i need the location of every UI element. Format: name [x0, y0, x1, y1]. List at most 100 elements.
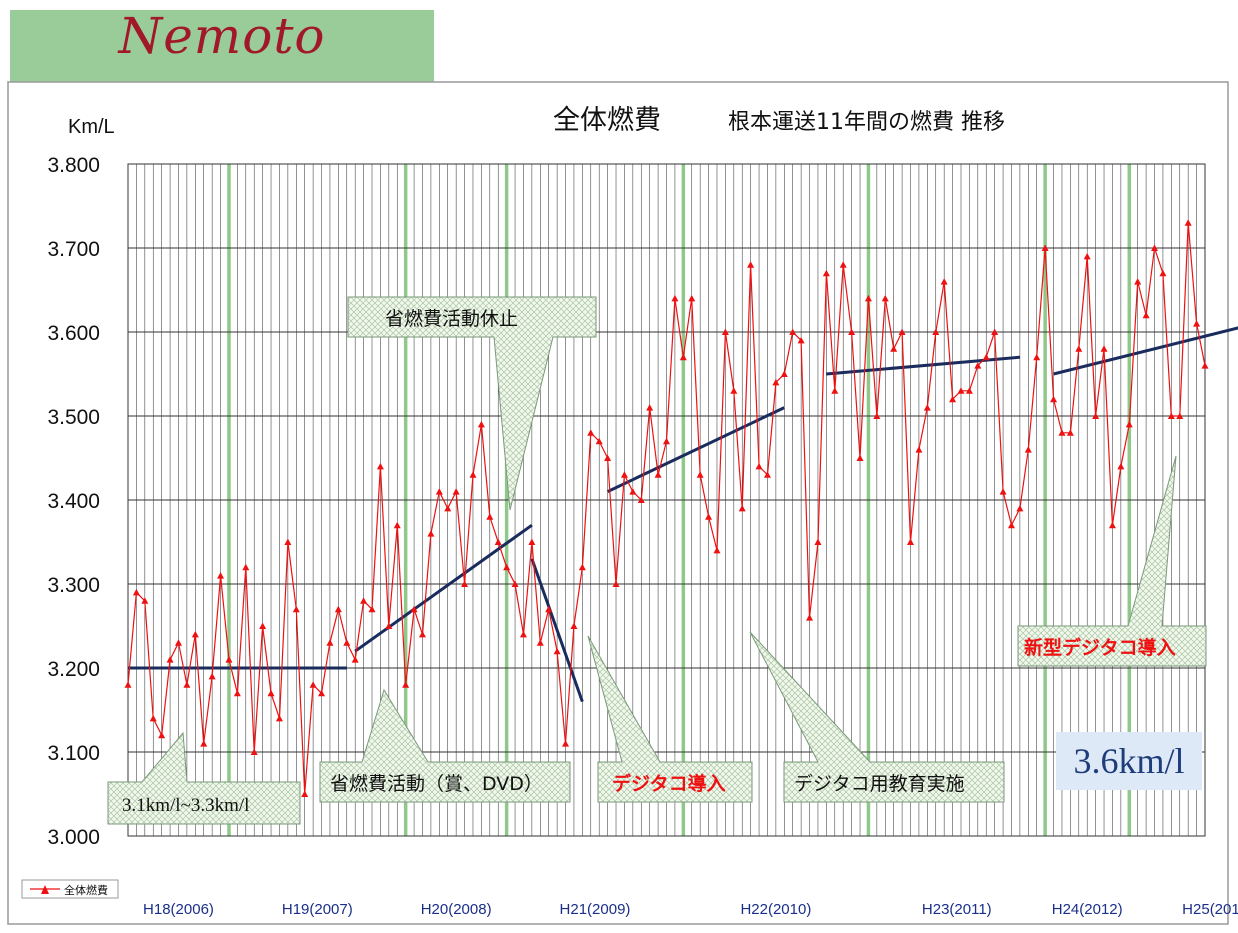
- callout-pause-text: 省燃費活動休止: [385, 308, 518, 330]
- callout-range-text: 3.1km/l~3.3km/l: [122, 795, 249, 816]
- data-point: [839, 261, 847, 268]
- data-point: [991, 328, 999, 335]
- data-point: [393, 521, 401, 529]
- data-point: [982, 353, 990, 361]
- chart-border: [7, 81, 1229, 925]
- data-point: [1176, 412, 1184, 419]
- data-point: [309, 681, 317, 688]
- data-point: [999, 488, 1007, 495]
- data-point: [1108, 521, 1116, 529]
- data-point: [1041, 244, 1049, 251]
- data-point: [890, 345, 898, 352]
- legend-label: 全体燃費: [64, 883, 108, 897]
- data-point: [738, 504, 746, 512]
- data-point: [360, 597, 368, 604]
- data-point: [503, 563, 511, 571]
- data-point: [654, 471, 662, 478]
- x-axis-ticks: H18(2006) H19(2007) H20(2008) H21(2009) H22(…: [143, 901, 1238, 918]
- series-fuel-economy: [124, 219, 1209, 797]
- data-point: [907, 538, 915, 545]
- data-point: [166, 656, 174, 663]
- data-point: [1066, 429, 1074, 436]
- data-point: [469, 471, 477, 478]
- x-tick-label: H21(2009): [560, 901, 631, 918]
- data-point: [949, 395, 957, 403]
- data-point: [461, 580, 469, 587]
- data-point: [789, 328, 797, 335]
- data-point: [208, 672, 216, 680]
- data-point: [822, 269, 830, 277]
- data-point: [174, 639, 182, 646]
- data-point: [595, 437, 603, 445]
- data-point: [1134, 278, 1142, 285]
- data-point: [1193, 320, 1201, 327]
- x-tick-label: H20(2008): [421, 901, 492, 918]
- data-point: [562, 740, 570, 747]
- data-point: [217, 572, 225, 579]
- data-point: [772, 378, 780, 386]
- trend-line: [354, 523, 533, 653]
- data-point: [519, 630, 527, 638]
- x-tick-label: H19(2007): [282, 901, 353, 918]
- data-point: [864, 294, 872, 302]
- callout-activity: 省燃費活動（賞、DVD）: [319, 688, 571, 803]
- grid: [127, 163, 1206, 837]
- data-point: [402, 681, 410, 688]
- data-point: [965, 387, 973, 394]
- data-point: [873, 412, 881, 419]
- data-point: [1050, 395, 1058, 403]
- data-point: [671, 294, 679, 302]
- data-point: [511, 580, 519, 587]
- data-point: [940, 278, 948, 285]
- data-point: [435, 488, 443, 495]
- data-point: [158, 731, 166, 739]
- y-tick-label: 3.500: [47, 406, 100, 429]
- data-point: [486, 513, 494, 520]
- data-point: [132, 588, 140, 596]
- data-point: [141, 597, 149, 604]
- data-point: [814, 538, 822, 545]
- legend-marker: [41, 885, 49, 894]
- data-point: [713, 546, 721, 554]
- data-point: [242, 563, 250, 571]
- data-point: [1024, 446, 1032, 453]
- x-tick-label: H25(2013): [1182, 901, 1238, 918]
- data-point: [284, 538, 292, 545]
- x-tick-label: H23(2011): [922, 901, 992, 918]
- data-point: [604, 454, 612, 461]
- legend: 全体燃費: [21, 879, 119, 899]
- data-point: [1167, 412, 1175, 419]
- y-axis-ticks: 3.800 3.700 3.600 3.500 3.400 3.300 3.200 3.100…: [47, 154, 100, 849]
- data-point: [663, 437, 670, 445]
- data-point: [444, 504, 452, 512]
- data-point: [418, 630, 426, 638]
- data-point: [881, 294, 889, 302]
- data-point: [1142, 311, 1150, 319]
- data-point: [747, 261, 755, 268]
- data-point: [318, 689, 326, 697]
- data-point: [856, 454, 864, 461]
- data-point: [848, 328, 856, 335]
- data-point: [763, 471, 771, 478]
- data-point: [1033, 353, 1041, 361]
- data-point: [452, 488, 460, 495]
- company-logo: Nemoto: [118, 7, 326, 65]
- data-point: [368, 605, 376, 613]
- data-point: [528, 538, 536, 545]
- chart-title: 全体燃費: [553, 105, 661, 136]
- data-point: [351, 656, 359, 663]
- logo-banner: [10, 10, 434, 82]
- x-tick-label: H24(2012): [1052, 901, 1123, 918]
- data-point: [183, 681, 191, 688]
- data-point: [587, 429, 595, 436]
- data-point: [705, 513, 713, 520]
- data-point: [1075, 345, 1083, 352]
- data-point: [536, 639, 544, 646]
- callout-activity-text: 省燃費活動（賞、DVD）: [330, 773, 543, 795]
- callout-education-text: デジタコ用教育実施: [794, 773, 965, 795]
- data-point: [334, 605, 342, 613]
- y-tick-label: 3.100: [47, 742, 100, 765]
- callout-pause: 省燃費活動休止: [347, 296, 597, 511]
- x-tick-label: H22(2010): [740, 901, 811, 918]
